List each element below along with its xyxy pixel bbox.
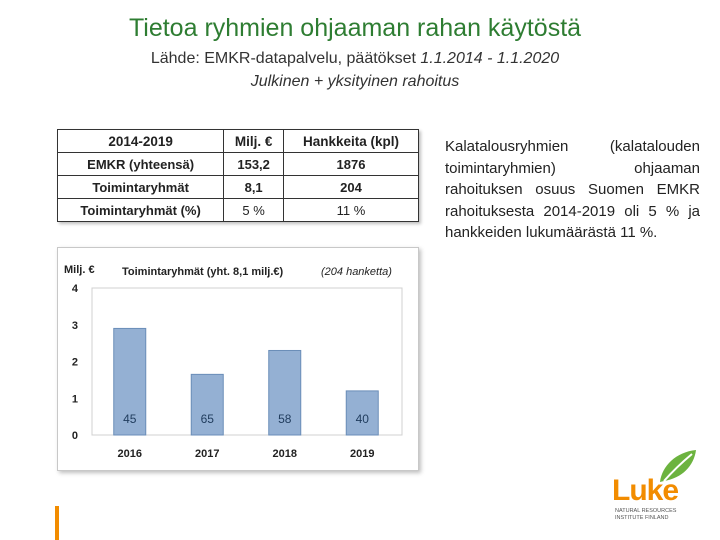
table-cell: 8,1	[223, 175, 285, 199]
x-tick-label: 2016	[118, 448, 142, 460]
table-row: Toimintaryhmät (%) 5 % 11 %	[56, 198, 419, 222]
bar	[113, 327, 147, 436]
table-cell: 153,2	[223, 152, 285, 176]
luke-logo: Luke NATURAL RESOURCES INSTITUTE FINLAND	[612, 448, 702, 528]
summary-table: 2014-2019 Milj. € Hankkeita (kpl) EMKR (…	[56, 129, 419, 222]
accent-bar	[55, 506, 59, 540]
table-cell: 11 %	[283, 198, 419, 222]
table-header-row: 2014-2019 Milj. € Hankkeita (kpl)	[56, 129, 419, 153]
y-tick-label: 3	[72, 320, 78, 332]
y-tick-label: 1	[72, 393, 78, 405]
data-label: 65	[201, 412, 215, 426]
bar	[345, 390, 379, 436]
table-row: EMKR (yhteensä) 153,2 1876	[56, 152, 419, 176]
chart-title-note: (204 hanketta)	[321, 266, 392, 278]
table-cell: 204	[283, 175, 419, 199]
table-header: Milj. €	[223, 129, 285, 153]
table-header: Hankkeita (kpl)	[283, 129, 419, 153]
table-cell: Toimintaryhmät (%)	[56, 198, 225, 222]
table-cell: 1876	[283, 152, 419, 176]
bar	[190, 373, 224, 436]
y-tick-label: 2	[72, 357, 78, 369]
y-axis-label: Milj. €	[64, 264, 95, 276]
chart-title: Toimintaryhmät (yht. 8,1 milj.€)	[122, 266, 283, 278]
table-header: 2014-2019	[56, 129, 225, 153]
table-cell: EMKR (yhteensä)	[56, 152, 225, 176]
y-tick-label: 0	[72, 430, 78, 442]
source-line: Lähde: EMKR-datapalvelu, päätökset 1.1.2…	[0, 50, 710, 68]
description-text: Kalatalousryhmien (kalatalouden toiminta…	[445, 138, 700, 241]
source-prefix: Lähde: EMKR-datapalvelu, päätökset	[150, 50, 421, 67]
data-label: 40	[356, 412, 370, 426]
x-tick-label: 2019	[350, 448, 374, 460]
data-label: 58	[278, 412, 292, 426]
table-cell: Toimintaryhmät	[56, 175, 225, 199]
bar-chart: Milj. € Toimintaryhmät (yht. 8,1 milj.€) (…	[57, 247, 419, 471]
chart-svg: Milj. € Toimintaryhmät (yht. 8,1 milj.€) (…	[64, 264, 403, 460]
table-row: Toimintaryhmät 8,1 204	[56, 175, 419, 199]
x-tick-label: 2018	[273, 448, 297, 460]
page-title: Tietoa ryhmien ohjaaman rahan käytöstä	[128, 14, 582, 42]
source-dates: 1.1.2014 - 1.1.2020	[420, 50, 560, 67]
bar	[268, 349, 302, 436]
x-tick-label: 2017	[195, 448, 219, 460]
logo-subtext: NATURAL RESOURCES INSTITUTE FINLAND	[615, 508, 677, 521]
data-label: 45	[123, 412, 137, 426]
logo-word: Luke	[612, 474, 679, 507]
leaf-icon	[660, 450, 696, 482]
y-tick-label: 4	[72, 283, 79, 295]
table-cell: 5 %	[223, 198, 285, 222]
funding-line: Julkinen + yksityinen rahoitus	[250, 73, 460, 90]
